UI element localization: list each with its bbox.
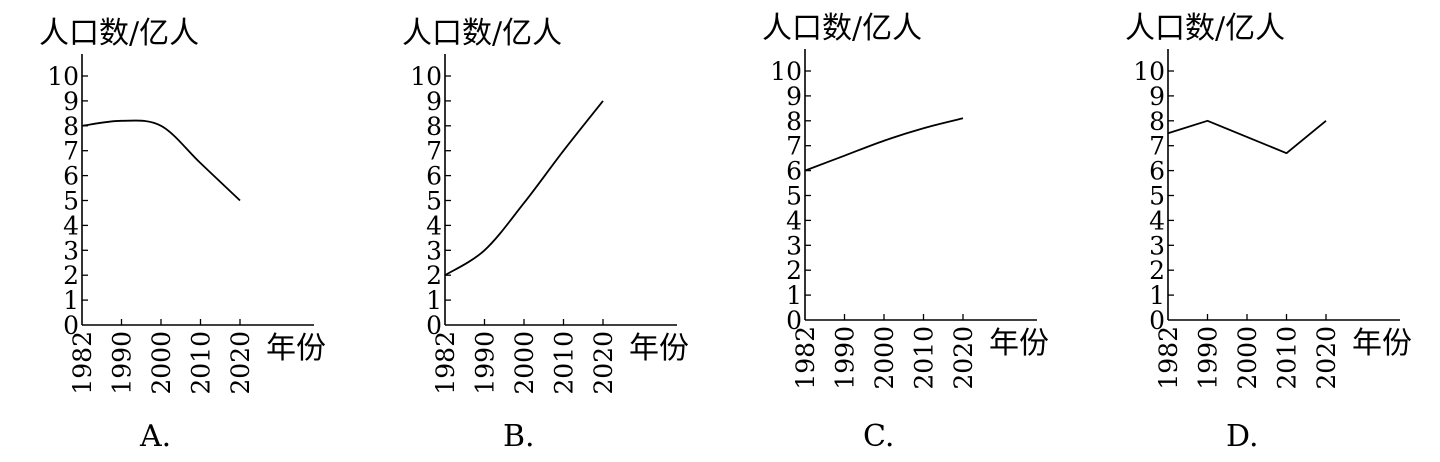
y-tick-label: 7 <box>426 137 442 166</box>
y-tick-label: 10 <box>410 62 442 91</box>
x-tick-label: 2020 <box>226 331 255 395</box>
x-tick-label: 1982 <box>1154 326 1183 390</box>
y-axis-label: 人口数/亿人 <box>402 16 562 51</box>
y-tick-label: 6 <box>1149 157 1165 186</box>
x-axis-label: 年份 <box>629 331 689 366</box>
x-axis-label: 年份 <box>266 331 326 366</box>
y-tick-label: 10 <box>47 62 79 91</box>
x-tick-label: 2000 <box>510 331 539 395</box>
y-tick-label: 9 <box>426 87 442 116</box>
y-tick-label: 5 <box>786 182 802 211</box>
y-tick-label: 8 <box>1149 107 1165 136</box>
x-tick-label: 1982 <box>791 326 820 390</box>
y-tick-label: 8 <box>63 112 79 141</box>
y-tick-label: 0 <box>426 311 442 340</box>
y-axis-label: 人口数/亿人 <box>39 16 199 51</box>
x-tick-label: 2020 <box>589 331 618 395</box>
x-tick-label: 1990 <box>108 331 137 395</box>
y-tick-label: 4 <box>786 206 802 235</box>
y-tick-label: 6 <box>426 162 442 191</box>
y-tick-label: 5 <box>426 187 442 216</box>
y-tick-label: 5 <box>1149 182 1165 211</box>
y-tick-label: 10 <box>1133 57 1165 86</box>
y-tick-label: 3 <box>426 236 442 265</box>
y-tick-label: 4 <box>426 211 442 240</box>
x-tick-label: 1990 <box>471 331 500 395</box>
panel-label: A. <box>139 419 171 454</box>
y-tick-label: 6 <box>63 162 79 191</box>
y-tick-label: 5 <box>63 187 79 216</box>
x-tick-label: 2000 <box>1233 326 1262 390</box>
panel-label: D. <box>1226 419 1259 454</box>
y-tick-label: 2 <box>63 261 79 290</box>
panel-label: C. <box>863 419 894 454</box>
y-tick-label: 0 <box>786 306 802 335</box>
x-tick-label: 1990 <box>831 326 860 390</box>
series-line <box>444 100 604 276</box>
y-tick-label: 0 <box>1149 306 1165 335</box>
y-tick-label: 9 <box>1149 82 1165 111</box>
x-tick-label: 2020 <box>1312 326 1341 390</box>
x-tick-label: 1990 <box>1194 326 1223 390</box>
y-tick-label: 1 <box>786 281 802 310</box>
x-axis-label: 年份 <box>989 326 1049 361</box>
series-line <box>81 119 241 202</box>
y-tick-label: 6 <box>786 157 802 186</box>
y-tick-label: 1 <box>1149 281 1165 310</box>
y-tick-label: 7 <box>63 137 79 166</box>
x-tick-label: 2010 <box>910 326 939 390</box>
x-tick-label: 2010 <box>550 331 579 395</box>
y-tick-label: 0 <box>63 311 79 340</box>
x-tick-label: 1982 <box>68 331 97 395</box>
x-tick-label: 2010 <box>187 331 216 395</box>
y-tick-label: 4 <box>1149 206 1165 235</box>
y-tick-label: 9 <box>63 87 79 116</box>
y-tick-label: 7 <box>786 132 802 161</box>
y-axis-label: 人口数/亿人 <box>762 11 922 46</box>
x-tick-label: 2010 <box>1273 326 1302 390</box>
x-tick-label: 2020 <box>949 326 978 390</box>
x-tick-label: 1982 <box>431 331 460 395</box>
x-tick-label: 2000 <box>870 326 899 390</box>
y-tick-label: 3 <box>63 236 79 265</box>
y-tick-label: 3 <box>1149 231 1165 260</box>
series-line <box>1167 119 1327 155</box>
y-tick-label: 4 <box>63 211 79 240</box>
y-axis-label: 人口数/亿人 <box>1125 11 1285 46</box>
panel-label: B. <box>503 419 535 454</box>
y-tick-label: 8 <box>426 112 442 141</box>
y-tick-label: 2 <box>426 261 442 290</box>
y-tick-label: 7 <box>1149 132 1165 161</box>
y-tick-label: 9 <box>786 82 802 111</box>
y-tick-label: 10 <box>770 57 802 86</box>
y-tick-label: 1 <box>426 286 442 315</box>
x-tick-label: 2000 <box>147 331 176 395</box>
y-tick-label: 8 <box>786 107 802 136</box>
series-line <box>804 117 964 172</box>
x-axis-label: 年份 <box>1352 326 1412 361</box>
y-tick-label: 2 <box>1149 256 1165 285</box>
y-tick-label: 3 <box>786 231 802 260</box>
y-tick-label: 2 <box>786 256 802 285</box>
y-tick-label: 1 <box>63 286 79 315</box>
